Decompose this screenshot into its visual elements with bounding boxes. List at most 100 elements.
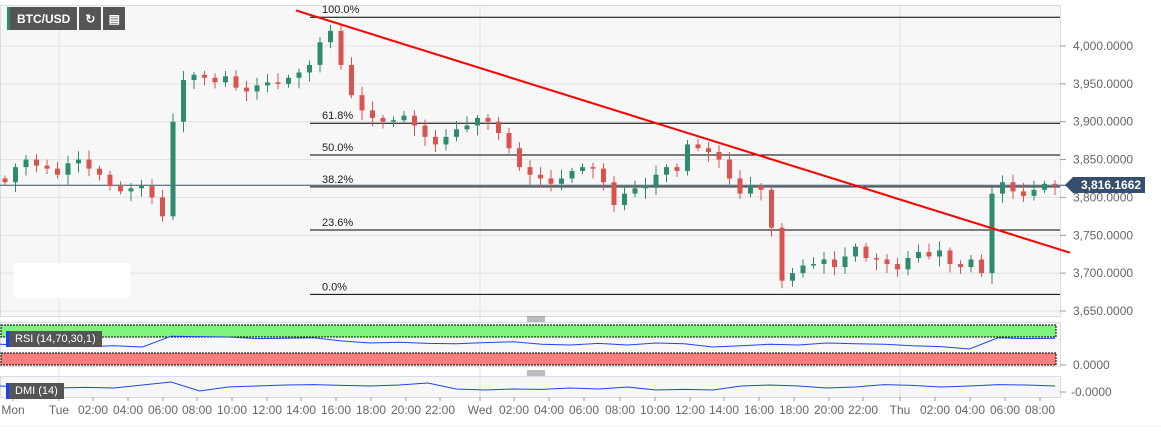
candle-body: [506, 133, 512, 149]
candle-body: [643, 186, 648, 189]
candle-body: [370, 110, 375, 118]
candle-body: [769, 189, 774, 228]
x-tick-label: 04:00: [955, 403, 985, 417]
candle-body: [359, 95, 365, 111]
candle-body: [517, 148, 522, 168]
x-tick-label: 14:00: [286, 403, 316, 417]
y-tick-label: 3,750.0000: [1073, 228, 1133, 242]
candle-body: [443, 136, 449, 145]
candle-body: [863, 246, 869, 258]
candle-body: [895, 264, 900, 270]
dmi-label[interactable]: DMI (14): [6, 383, 64, 399]
candle-body: [832, 259, 837, 268]
fib-level-label: 61.8%: [322, 110, 353, 122]
candle-body: [737, 178, 743, 194]
rsi-axis-label: 0.0000: [1073, 358, 1110, 372]
candle-body: [1031, 189, 1037, 196]
candle-body: [233, 76, 239, 88]
candle-body: [391, 120, 396, 122]
candle-body: [422, 125, 428, 137]
candle-body: [664, 167, 669, 175]
candle-body: [317, 42, 323, 65]
candle-body: [706, 148, 711, 152]
candle-body: [23, 159, 29, 168]
x-tick-label: 12:00: [252, 403, 282, 417]
x-tick-label: 12:00: [675, 403, 705, 417]
candle-body: [1052, 183, 1058, 186]
blank-overlay: [14, 263, 130, 298]
x-tick-label: 08:00: [605, 403, 635, 417]
candle-body: [475, 117, 480, 126]
dmi-line: [0, 381, 1056, 392]
candle-body: [601, 168, 606, 183]
candle-body: [790, 273, 795, 281]
refresh-icon[interactable]: ↻: [79, 7, 102, 30]
candle-body: [622, 193, 627, 205]
candle-body: [118, 186, 123, 192]
candle-body: [979, 259, 984, 274]
y-tick-label: 3,850.0000: [1073, 153, 1133, 167]
chart-settings-icon[interactable]: ▤: [103, 7, 126, 30]
candle-body: [464, 125, 470, 130]
symbol-button[interactable]: BTC/USD: [7, 7, 78, 30]
candle-body: [170, 121, 176, 217]
x-tick-label: 16:00: [744, 403, 774, 417]
candle-body: [13, 167, 18, 183]
candle-body: [223, 76, 228, 83]
candle-body: [590, 167, 596, 169]
candle-body: [958, 264, 963, 268]
candle-body: [937, 250, 942, 257]
fib-level-label: 100.0%: [322, 4, 360, 16]
rsi-oversold-zone: [0, 352, 1057, 366]
y-tick-label: 3,700.0000: [1073, 266, 1133, 280]
x-tick-label: 10:00: [640, 403, 670, 417]
candle-body: [800, 265, 806, 274]
rsi-label[interactable]: RSI (14,70,30,1): [6, 331, 102, 347]
x-tick-label: Tue: [49, 403, 70, 417]
candle-body: [884, 259, 890, 265]
candle-body: [244, 87, 249, 92]
candle-body: [1042, 183, 1047, 190]
dmi-panel: [0, 376, 1061, 398]
candle-body: [412, 115, 417, 126]
x-tick-label: 02:00: [920, 403, 950, 417]
candle-body: [811, 264, 816, 266]
x-tick-label: 20:00: [814, 403, 844, 417]
x-tick-label: 04:00: [113, 403, 143, 417]
candle-body: [905, 257, 911, 270]
candle-body: [748, 186, 753, 194]
chart-toolbar: BTC/USD ↻ ▤: [7, 7, 126, 30]
candle-body: [758, 186, 764, 190]
y-tick-label: 3,900.0000: [1073, 115, 1133, 129]
x-tick-label: 20:00: [391, 403, 421, 417]
rsi-overbought-zone: [0, 324, 1057, 338]
candle-body: [160, 197, 165, 217]
candle-body: [611, 182, 617, 205]
candle-body: [76, 159, 81, 164]
candle-body: [128, 188, 134, 192]
x-tick-label: 08:00: [182, 403, 212, 417]
candle-body: [989, 193, 995, 274]
candle-body: [97, 168, 102, 175]
candle-body: [307, 64, 312, 73]
candle-body: [580, 167, 585, 171]
y-tick-label: 4,000.0000: [1073, 39, 1133, 53]
dmi-axis-label: -0.0000: [1071, 385, 1112, 399]
candle-body: [349, 64, 354, 96]
candle-body: [1010, 182, 1016, 192]
candle-body: [454, 129, 459, 137]
candle-body: [191, 74, 197, 81]
candle-body: [44, 165, 50, 169]
candle-body: [695, 144, 701, 149]
candle-body: [296, 72, 302, 78]
candle-body: [674, 167, 680, 171]
candle-body: [433, 136, 438, 145]
candle-body: [254, 85, 260, 92]
candle-body: [1000, 182, 1005, 194]
candle-body: [916, 251, 921, 258]
candle-body: [328, 30, 333, 43]
candle-body: [286, 77, 291, 84]
candle-body: [496, 121, 501, 134]
candle-body: [265, 82, 270, 86]
